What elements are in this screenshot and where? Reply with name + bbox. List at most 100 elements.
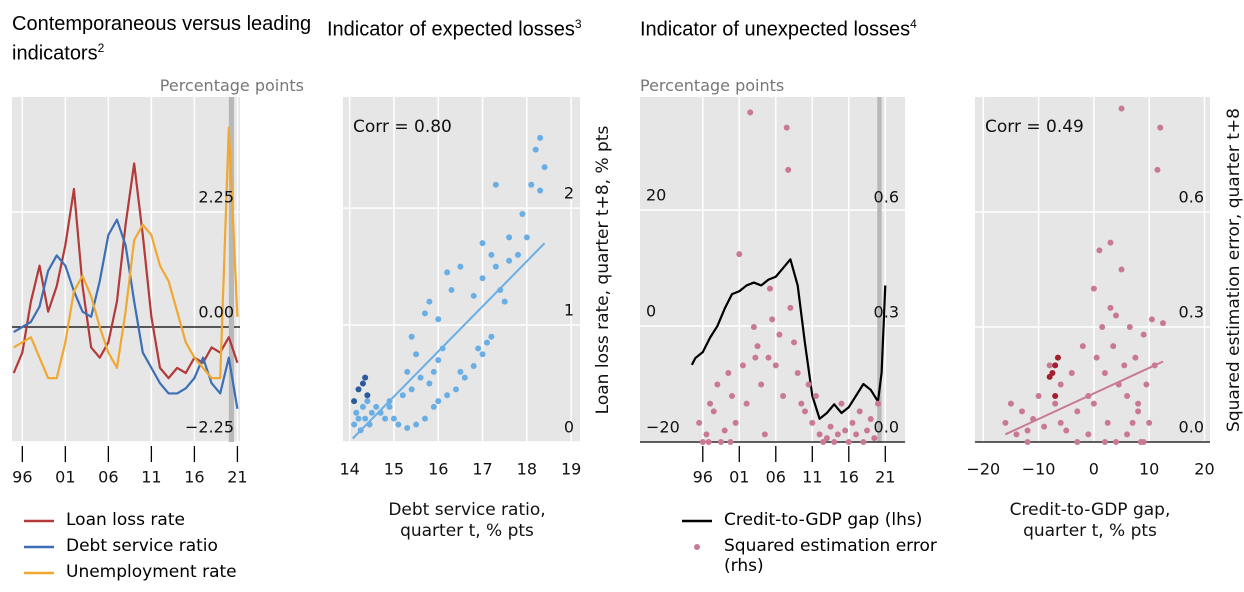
point [1002, 419, 1009, 426]
point [1052, 400, 1059, 407]
point [1068, 370, 1075, 376]
legend-marker [694, 544, 700, 550]
point [1046, 373, 1053, 380]
point [351, 398, 358, 405]
legend-label: Squared estimation error (rhs) [724, 536, 937, 576]
point [1154, 166, 1161, 173]
point [399, 392, 406, 399]
point [1057, 419, 1064, 426]
y-tick-label: 20 [646, 186, 666, 205]
point [430, 368, 437, 375]
point [1096, 247, 1103, 254]
legend-label: Credit-to-GDP gap (lhs) [724, 510, 923, 530]
point [532, 146, 539, 153]
point [1140, 439, 1147, 445]
point [519, 210, 526, 217]
point [404, 368, 411, 375]
point [1041, 423, 1048, 430]
x-tick-label: 96 [12, 468, 32, 487]
point [514, 251, 521, 258]
point [727, 439, 734, 445]
point [752, 354, 759, 361]
point [364, 392, 371, 399]
point [461, 374, 468, 381]
point [787, 304, 794, 311]
point [725, 370, 732, 376]
point [413, 351, 420, 358]
point [1074, 408, 1081, 415]
point [758, 381, 765, 388]
x-tick-label: 15 [384, 460, 404, 479]
x-tick-label: 11 [802, 468, 822, 487]
point [1118, 266, 1125, 273]
point [452, 386, 459, 393]
x-axis-title: Debt service ratio, quarter t, % pts [388, 500, 546, 541]
point [739, 362, 746, 369]
point [537, 134, 544, 141]
point [488, 251, 495, 258]
point [1054, 354, 1061, 361]
y-tick-label: 1 [564, 301, 574, 320]
y-tick-label: 0 [646, 302, 656, 321]
point [809, 419, 816, 426]
point [1110, 343, 1117, 350]
point [382, 415, 389, 422]
shaded-band [228, 97, 234, 442]
point [1129, 419, 1136, 426]
y-tick-label: 0.0 [1179, 418, 1204, 437]
point [728, 393, 735, 399]
point [1132, 354, 1139, 361]
point [743, 400, 750, 407]
point [408, 386, 415, 393]
point [794, 370, 801, 376]
annotation: Corr = 0.49 [985, 117, 1084, 137]
point [421, 415, 428, 422]
point [1135, 400, 1142, 407]
y-tick-label: 0.3 [1179, 303, 1204, 322]
x-tick-label: 16 [839, 468, 859, 487]
point [849, 419, 856, 426]
point [696, 419, 703, 426]
point [812, 393, 819, 399]
point [1019, 408, 1025, 415]
plot-area [975, 97, 1210, 442]
chart-title: Contemporaneous versus leading indicator… [12, 12, 312, 66]
point [359, 403, 366, 410]
point [750, 324, 757, 330]
point [426, 298, 433, 305]
point [408, 333, 415, 340]
series-line [690, 258, 887, 420]
y-axis-title: Loan loss rate, quarter t+8, % pts [593, 126, 613, 415]
point [732, 419, 739, 426]
point [1104, 419, 1111, 426]
y2-tick-label: 0.0 [874, 418, 899, 437]
point [435, 316, 442, 323]
x-tick-label: 96 [693, 468, 713, 487]
x-tick-label: 06 [98, 468, 118, 487]
point [390, 415, 397, 422]
point [776, 331, 783, 338]
footnote-mark: 3 [574, 17, 582, 31]
point [1124, 393, 1131, 399]
y-tick-label: 0.00 [198, 303, 234, 322]
point [1090, 285, 1097, 292]
chart-title: Indicator of unexpected losses4 [640, 12, 1060, 42]
point [772, 362, 779, 369]
point [1160, 320, 1166, 327]
point [1101, 370, 1108, 376]
title-text: Contemporaneous versus leading indicator… [12, 13, 312, 65]
point [479, 275, 486, 282]
y2-tick-label: 0.3 [874, 303, 899, 322]
point [1107, 239, 1114, 246]
point [1126, 324, 1133, 330]
point [867, 416, 874, 422]
point [856, 408, 863, 415]
x-tick-label: 21 [227, 468, 247, 487]
point [845, 439, 852, 445]
x-tick-label: 19 [561, 460, 581, 479]
point [1157, 124, 1164, 131]
point [827, 423, 834, 430]
point [470, 292, 477, 299]
point [1140, 331, 1147, 338]
point [1101, 439, 1108, 445]
